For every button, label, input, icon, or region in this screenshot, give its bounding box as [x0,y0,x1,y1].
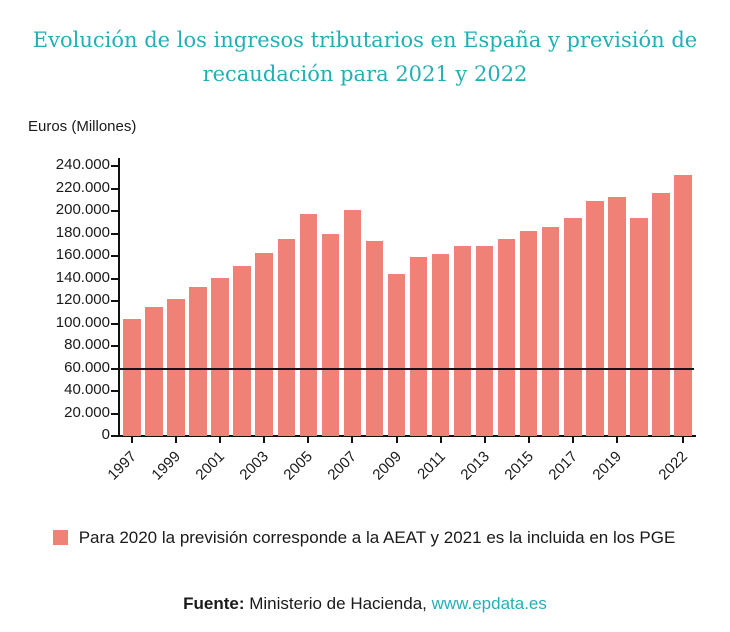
y-axis-tick-label: 220.000 [55,178,110,196]
epdata-link[interactable]: www.epdata.es [431,594,547,613]
x-axis-tick-label: 1999 [148,448,185,484]
x-axis-line [116,435,696,437]
bar-2022 [674,175,692,436]
x-axis-tick-label: 2007 [324,448,361,484]
bar-2004 [277,239,296,436]
x-axis-tick-mark [263,436,266,443]
bar-2002 [233,266,251,436]
source-label: Fuente: [183,594,245,613]
x-axis-tick-mark [351,436,354,443]
x-axis-tick-label: 2003 [236,448,273,484]
y-axis-tick-label: 120.000 [55,291,110,308]
bar-1997 [123,319,141,436]
x-axis-tick-mark [175,436,178,443]
y-axis-tick-label: 0 [101,426,110,443]
y-axis-tick-label: 240.000 [55,156,110,173]
y-axis-tick-label: 60.000 [64,358,110,376]
legend-swatch [53,530,68,545]
y-axis-tick-label: 160.000 [55,246,110,263]
x-axis-tick-mark [395,436,398,443]
y-axis-tick-label: 180.000 [55,223,110,241]
bar-2018 [586,201,604,436]
y-axis-tick-mark [111,165,118,167]
y-axis-tick-mark [111,232,118,235]
y-axis-tick-label: 20.000 [64,403,110,421]
y-axis-tick-label: 140.000 [55,268,110,286]
x-axis-tick-mark [483,436,486,443]
chart-title: Evolución de los ingresos tributarios en… [32,28,698,86]
bar-chart: 0 20.000 40.000 60.000 80.000 100.000 120.000 1… [55,156,696,484]
x-axis-tick-mark [219,436,222,443]
y-axis-tick-mark [111,412,118,415]
x-axis-tick-label: 2013 [456,448,493,484]
y-axis-tick-mark [111,322,118,325]
x-axis-tick-label: 2011 [413,448,449,483]
source-line: Fuente: Ministerio de Hacienda, www.epda… [0,594,730,614]
x-axis-tick-mark [131,436,133,443]
y-axis-tick-mark [111,345,118,347]
y-axis-tick-mark [111,390,118,392]
bar-1998 [145,307,163,436]
bar-2006 [321,234,340,436]
y-axis-tick-label: 80.000 [64,336,110,353]
bar-2012 [453,246,472,436]
x-axis-tick-mark [527,436,530,443]
bar-2015 [519,231,538,436]
x-axis-tick-label: 2017 [545,448,581,484]
bar-2005 [299,214,318,436]
source-text: Ministerio de Hacienda, [244,594,432,613]
bar-2000 [189,287,207,436]
bar-2003 [255,253,273,436]
bar-2010 [409,257,428,436]
x-axis-tick-label: 2015 [501,448,537,484]
bar-2007 [343,210,362,436]
x-axis-tick-label: 1997 [104,448,141,484]
x-axis-tick-label: 2005 [280,448,317,484]
y-axis-line [118,158,120,436]
bar-2016 [541,227,560,436]
y-axis-tick-mark [111,300,118,302]
bar-2001 [211,278,229,436]
x-axis-tick-label: 2022 [655,448,692,484]
x-axis-tick-mark [615,436,618,443]
y-axis-tick-mark [111,277,118,280]
x-axis-tick-mark [571,436,574,443]
bar-2017 [564,218,582,436]
y-axis-title: Euros (Millones) [28,118,137,135]
y-axis-tick-mark [111,255,118,257]
x-axis-tick-label: 2019 [589,448,625,484]
y-axis-tick-mark [111,435,118,437]
reference-line [114,367,694,370]
bar-2020 [630,218,648,436]
y-axis-tick-label: 40.000 [64,381,110,398]
bar-2021 [652,193,670,436]
bar-2014 [497,239,516,436]
x-axis-tick-mark [682,436,684,443]
y-axis-tick-label: 200.000 [55,201,110,218]
legend: Para 2020 la previsión corresponde a la … [0,524,730,553]
y-axis-tick-mark [111,187,118,190]
x-axis-tick-mark [439,436,442,443]
bar-2019 [608,197,626,436]
bar-2013 [475,246,494,436]
x-axis-tick-mark [307,436,310,443]
x-axis-tick-label: 2001 [192,448,229,484]
legend-label: Para 2020 la previsión corresponde a la … [78,528,676,547]
x-axis-tick-label: 2009 [368,448,405,484]
bar-2011 [431,254,450,436]
bar-2009 [387,274,406,436]
y-axis-tick-label: 100.000 [55,313,110,331]
y-axis-tick-mark [111,210,118,212]
bar-2008 [365,241,384,436]
